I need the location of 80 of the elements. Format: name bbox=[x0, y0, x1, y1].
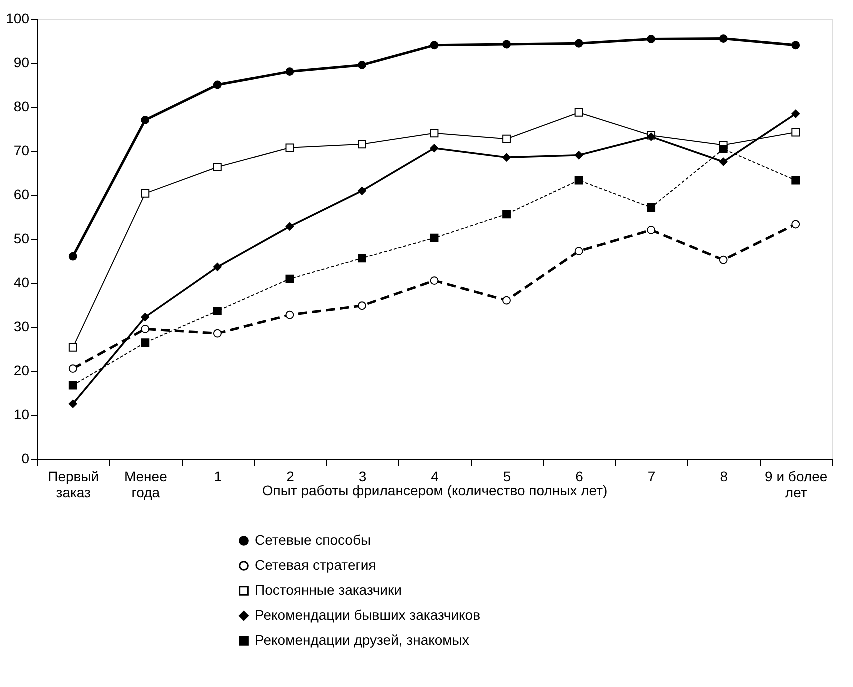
legend-label: Постоянные заказчики bbox=[255, 582, 402, 598]
point bbox=[286, 144, 294, 152]
point bbox=[213, 163, 222, 172]
point bbox=[286, 310, 294, 320]
point bbox=[502, 210, 511, 219]
point bbox=[141, 189, 150, 198]
point bbox=[719, 34, 728, 43]
point bbox=[358, 186, 366, 196]
point bbox=[574, 151, 584, 160]
legend-label: Сетевые способы bbox=[255, 532, 372, 548]
point bbox=[141, 338, 150, 348]
x-tick-label: 1 bbox=[214, 468, 222, 484]
point bbox=[719, 256, 728, 264]
point bbox=[286, 222, 294, 231]
point bbox=[213, 329, 222, 338]
y-tick-label: 20 bbox=[14, 362, 30, 378]
point bbox=[574, 108, 584, 117]
point bbox=[286, 68, 294, 76]
y-tick-label: 80 bbox=[14, 98, 30, 114]
point bbox=[502, 153, 511, 162]
x-tick-label: 9 и более лет bbox=[765, 468, 828, 500]
y-tick-label: 90 bbox=[14, 54, 30, 70]
legend-label: Рекомендации друзей, знакомых bbox=[255, 632, 470, 648]
point bbox=[647, 226, 656, 234]
y-tick-label: 50 bbox=[14, 230, 30, 246]
point bbox=[792, 41, 800, 50]
point bbox=[430, 234, 439, 242]
y-tick-label: 0 bbox=[22, 450, 30, 466]
point bbox=[358, 254, 366, 263]
point bbox=[213, 262, 222, 272]
legend-label: Рекомендации бывших заказчиков bbox=[255, 607, 481, 623]
point bbox=[213, 80, 222, 90]
point bbox=[647, 35, 656, 44]
point bbox=[68, 381, 78, 390]
point bbox=[430, 129, 439, 138]
point bbox=[647, 204, 656, 212]
point bbox=[574, 39, 584, 48]
y-tick-label: 100 bbox=[6, 10, 30, 26]
x-tick-label: Менее года bbox=[124, 468, 168, 500]
x-tick-label: 6 bbox=[576, 468, 584, 484]
point bbox=[792, 176, 800, 185]
point bbox=[213, 306, 222, 316]
point bbox=[502, 296, 511, 305]
point bbox=[68, 252, 78, 261]
point bbox=[358, 302, 366, 310]
x-tick-label: 4 bbox=[431, 468, 440, 484]
point bbox=[502, 40, 511, 49]
point bbox=[792, 110, 800, 118]
x-tick-label: 5 bbox=[503, 468, 512, 484]
y-tick-label: 10 bbox=[14, 406, 30, 422]
point bbox=[792, 128, 800, 137]
point bbox=[358, 61, 366, 70]
x-tick-label: 3 bbox=[358, 468, 367, 484]
y-tick-label: 70 bbox=[14, 142, 30, 158]
x-tick-label: 8 bbox=[720, 468, 728, 484]
point bbox=[68, 343, 78, 352]
point bbox=[719, 158, 728, 166]
point bbox=[358, 140, 366, 149]
y-tick-label: 30 bbox=[14, 318, 30, 334]
point bbox=[430, 276, 439, 285]
point bbox=[430, 144, 439, 153]
point bbox=[574, 176, 584, 185]
point bbox=[141, 116, 150, 124]
y-tick-label: 60 bbox=[14, 186, 30, 202]
point bbox=[68, 364, 78, 373]
point bbox=[286, 274, 294, 284]
x-axis-title: Опыт работы фрилансером (количество полных лет) bbox=[262, 482, 608, 498]
point bbox=[430, 41, 439, 50]
x-tick-label: Первый заказ bbox=[48, 468, 100, 500]
point bbox=[68, 400, 78, 408]
point bbox=[792, 220, 800, 229]
point bbox=[574, 247, 584, 256]
point bbox=[502, 134, 511, 144]
point bbox=[141, 313, 150, 322]
x-tick-label: 2 bbox=[286, 468, 295, 484]
point bbox=[141, 325, 150, 334]
legend-label: Сетевая стратегия bbox=[255, 557, 376, 573]
x-tick-label: 7 bbox=[648, 468, 656, 484]
point bbox=[719, 145, 728, 154]
y-tick-label: 40 bbox=[14, 274, 30, 290]
